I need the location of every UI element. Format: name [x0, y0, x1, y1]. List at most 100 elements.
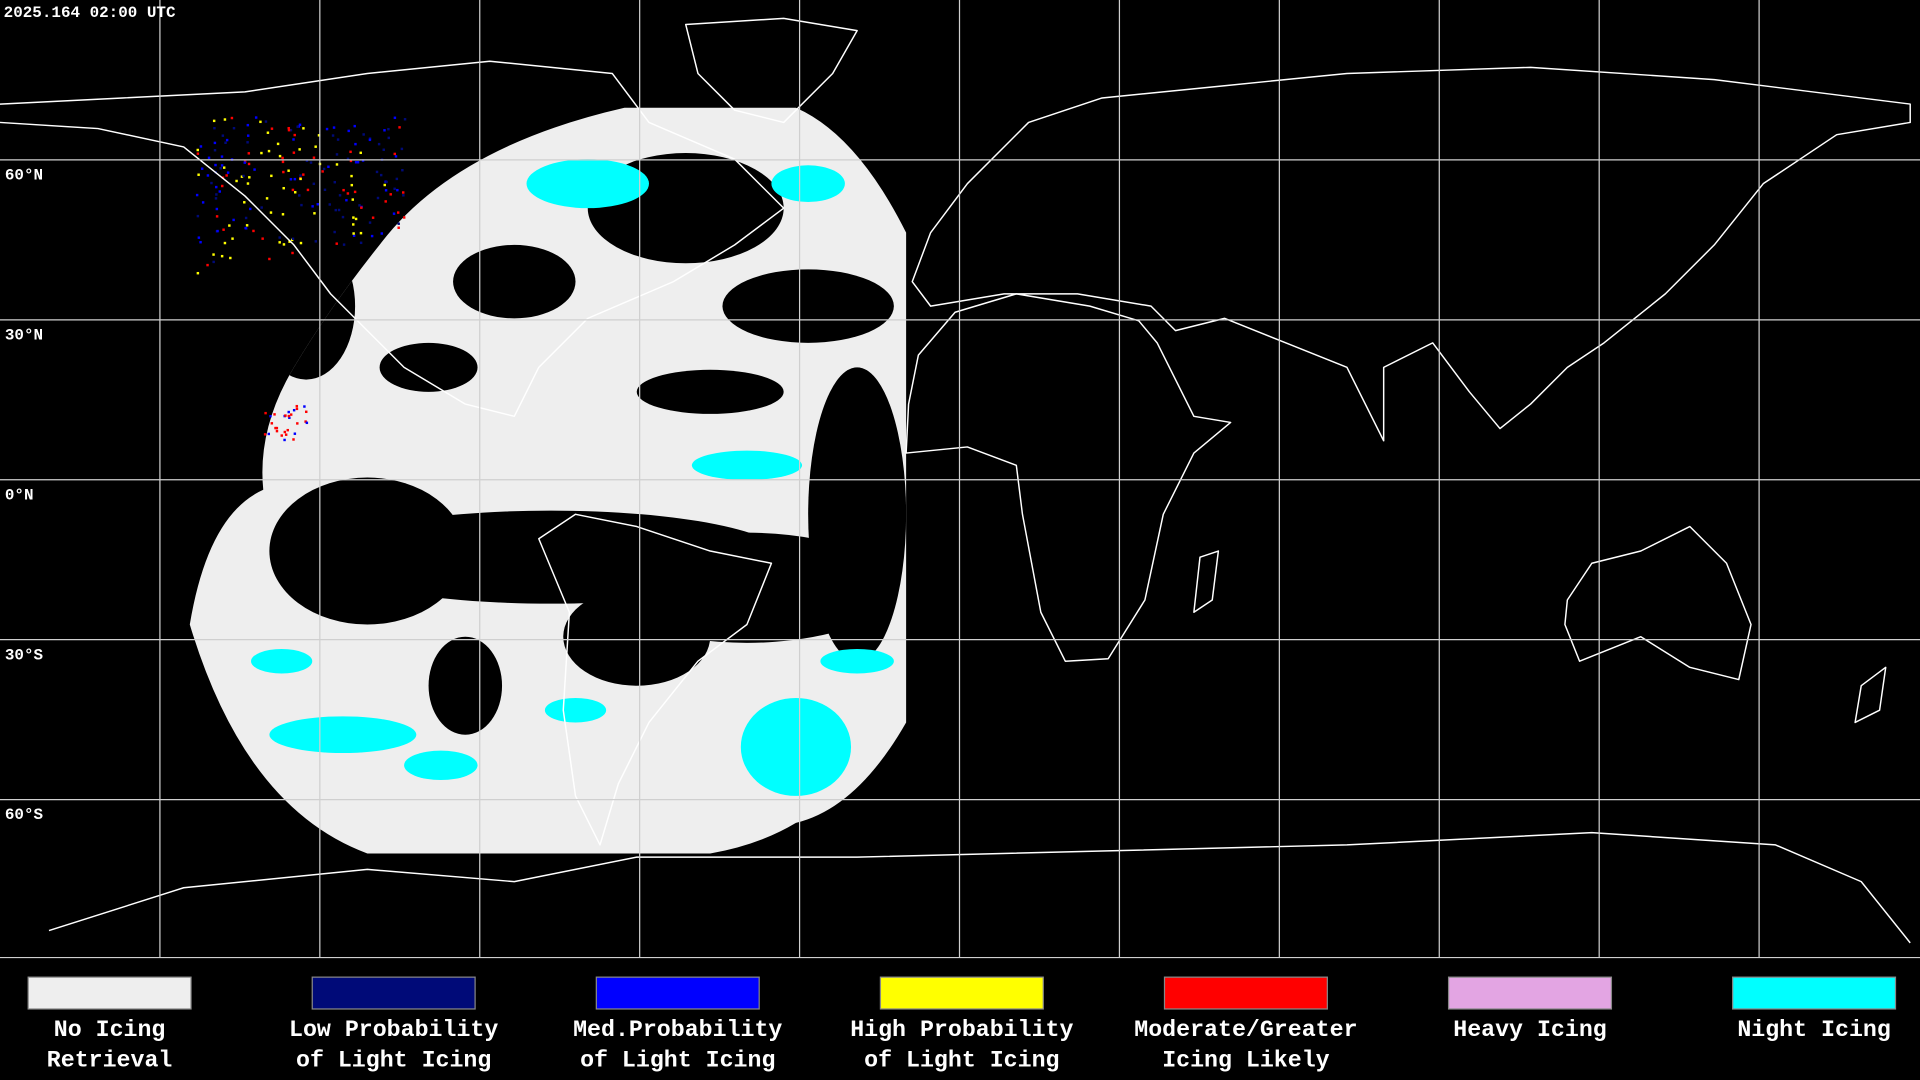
icing-pixel — [243, 161, 246, 164]
icing-pixel — [328, 203, 331, 206]
icing-pixel — [281, 213, 285, 216]
icing-pixel — [316, 203, 319, 206]
icing-pixel — [356, 161, 360, 164]
icing-pixel — [266, 131, 270, 134]
icing-pixel — [359, 151, 362, 155]
icing-pixel — [207, 156, 211, 160]
icing-pixel — [230, 116, 234, 120]
icing-pixel — [299, 241, 303, 245]
icing-pixel — [260, 206, 263, 209]
icing-pixel — [360, 206, 363, 209]
icing-pixel — [223, 118, 227, 121]
clear-area — [269, 477, 466, 625]
legend-swatch — [879, 976, 1044, 1010]
icing-pixel — [199, 145, 203, 148]
icing-pixel — [249, 207, 252, 211]
icing-pixel — [335, 242, 338, 245]
icing-pixel — [351, 198, 354, 201]
coastline — [905, 293, 1232, 662]
icing-pixel — [246, 123, 250, 127]
icing-pixel — [242, 174, 245, 178]
icing-pixel — [268, 257, 271, 261]
icing-pixel — [311, 205, 314, 208]
icing-pixel — [263, 433, 267, 436]
icing-pixel — [228, 224, 231, 227]
icing-pixel — [214, 163, 217, 167]
icing-pixel — [296, 125, 299, 128]
night-cloud — [269, 716, 417, 754]
icing-pixel — [284, 414, 287, 417]
icing-pixel — [313, 212, 316, 215]
icing-pixel — [273, 413, 276, 416]
legend-label: Low Probability — [289, 1017, 498, 1043]
icing-pixel — [337, 208, 341, 212]
icing-pixel — [342, 188, 345, 192]
icing-pixel — [302, 173, 305, 176]
icing-pixel — [252, 229, 255, 233]
icing-pixel — [196, 148, 199, 152]
legend-label: Retrieval — [47, 1048, 173, 1074]
night-cloud — [251, 648, 313, 674]
icing-pixel — [220, 164, 224, 167]
icing-pixel — [323, 188, 327, 192]
icing-pixel — [358, 204, 361, 207]
icing-pixel — [265, 197, 269, 200]
icing-pixel — [380, 232, 384, 235]
icing-pixel — [295, 404, 299, 408]
icing-pixel — [275, 429, 279, 433]
icing-pixel — [335, 163, 339, 166]
icing-pixel — [383, 183, 386, 187]
icing-pixel — [295, 407, 299, 411]
icing-pixel — [247, 152, 251, 155]
icing-pixel — [287, 169, 290, 172]
legend-label: High Probability — [850, 1017, 1073, 1043]
icing-pixel — [309, 161, 313, 164]
icing-pixel — [321, 170, 324, 173]
icing-pixel — [282, 186, 285, 190]
icing-pixel — [346, 192, 350, 195]
icing-pixel — [293, 432, 297, 435]
clear-area — [636, 369, 784, 414]
icing-pixel — [278, 241, 281, 244]
icing-pixel — [195, 193, 199, 197]
icing-pixel — [396, 211, 400, 214]
icing-pixel — [289, 128, 293, 132]
night-cloud — [526, 159, 649, 209]
legend-swatch — [1447, 976, 1613, 1010]
clear-area — [428, 636, 503, 735]
icing-pixel — [302, 127, 305, 130]
night-cloud — [691, 450, 803, 480]
icing-pixel — [284, 433, 288, 436]
night-cloud — [404, 750, 478, 780]
icing-pixel — [333, 230, 336, 234]
icing-pixel — [274, 426, 277, 430]
icing-pixel — [314, 240, 318, 243]
icing-pixel — [213, 141, 217, 145]
icing-pixel — [221, 184, 224, 188]
icing-pixel — [276, 142, 280, 146]
icing-pixel — [206, 174, 210, 177]
clear-area — [453, 244, 576, 319]
icing-pixel — [352, 216, 355, 219]
icing-pixel — [253, 168, 256, 171]
icing-pixel — [196, 214, 200, 218]
icing-pixel — [384, 189, 388, 192]
icing-pixel — [269, 414, 272, 418]
icing-pixel — [352, 232, 355, 235]
icing-pixel — [349, 150, 352, 154]
icing-pixel — [287, 128, 291, 132]
icing-pixel — [396, 188, 399, 192]
icing-pixel — [281, 160, 285, 164]
icing-pixel — [392, 212, 396, 215]
icing-pixel — [387, 136, 390, 140]
icing-pixel — [214, 197, 218, 200]
latitude-label: 0°N — [5, 486, 34, 504]
latitude-label: 30°N — [5, 326, 43, 344]
icing-pixel — [219, 167, 222, 170]
icing-pixel — [354, 161, 358, 164]
icing-pixel — [206, 263, 209, 267]
icing-pixel — [352, 234, 356, 237]
icing-pixel — [382, 148, 385, 151]
legend-swatch — [1732, 976, 1897, 1010]
clear-area — [563, 587, 711, 686]
